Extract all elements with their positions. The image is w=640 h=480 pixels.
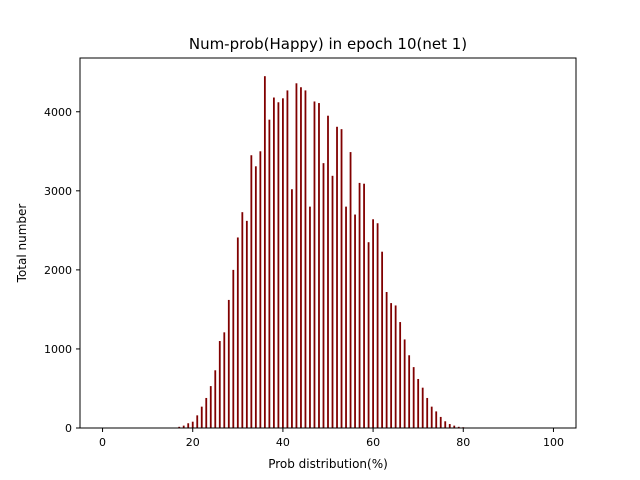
bar (417, 378, 420, 428)
bar (268, 119, 271, 429)
bar (214, 370, 217, 428)
x-axis: 0 20 40 60 80 100 (99, 428, 564, 449)
bar (178, 426, 181, 428)
bar (250, 155, 253, 429)
bar (340, 129, 343, 428)
y-tick-label: 1000 (44, 343, 72, 356)
x-axis-label: Prob distribution(%) (268, 457, 388, 471)
bar (227, 299, 230, 428)
bar (403, 339, 406, 428)
bar (408, 355, 411, 428)
bar (435, 411, 438, 428)
bar (196, 415, 199, 428)
bar (381, 251, 384, 428)
bar (236, 237, 239, 428)
bar (263, 76, 266, 429)
bar (282, 98, 284, 428)
x-tick-label: 40 (276, 436, 290, 449)
bar (272, 97, 275, 428)
bar-series (173, 76, 469, 429)
bar (457, 426, 460, 428)
bar (218, 341, 221, 428)
bar (191, 421, 194, 428)
x-tick-label: 20 (186, 436, 200, 449)
bar (394, 305, 397, 428)
bar (421, 387, 424, 428)
bar (295, 83, 298, 429)
bar (327, 115, 329, 429)
bar (245, 220, 248, 428)
bar (205, 397, 208, 428)
bar (241, 212, 244, 428)
x-tick-label: 0 (99, 436, 106, 449)
bar (304, 90, 307, 428)
bar (363, 183, 365, 428)
bar (430, 406, 433, 428)
bar (209, 386, 212, 428)
bar (322, 163, 325, 428)
bar (345, 206, 347, 428)
x-tick-label: 100 (543, 436, 564, 449)
y-tick-label: 0 (65, 422, 72, 435)
bar (309, 206, 311, 428)
bar (444, 421, 447, 428)
chart-title: Num-prob(Happy) in epoch 10(net 1) (189, 35, 467, 53)
bar (286, 90, 289, 428)
y-tick-label: 2000 (44, 264, 72, 277)
bar (182, 425, 185, 428)
bar (277, 102, 280, 429)
bar (385, 292, 388, 428)
bar (412, 367, 415, 428)
bar (354, 214, 356, 428)
bar (349, 152, 352, 428)
bar (313, 101, 316, 428)
bar (448, 424, 451, 428)
x-tick-label: 80 (456, 436, 470, 449)
bar (390, 303, 393, 428)
bar (232, 269, 235, 428)
bar (254, 166, 257, 428)
bar (259, 151, 262, 429)
bar (399, 322, 402, 428)
bar (187, 423, 190, 428)
bar (426, 397, 429, 428)
y-tick-label: 3000 (44, 185, 72, 198)
bar (358, 182, 361, 428)
y-axis: 0 1000 2000 3000 4000 (44, 106, 80, 435)
x-tick-label: 60 (366, 436, 380, 449)
bar (223, 332, 226, 428)
bar (439, 416, 442, 428)
bar (376, 223, 379, 428)
bar (291, 189, 293, 428)
y-axis-label: Total number (15, 204, 29, 284)
bar (372, 219, 374, 428)
bar (336, 126, 338, 428)
bar (367, 242, 370, 428)
bar (318, 103, 320, 428)
bar (331, 175, 334, 428)
bar (300, 87, 302, 428)
y-tick-label: 4000 (44, 106, 72, 119)
bar (200, 406, 203, 428)
plot-area (79, 57, 577, 429)
bar (453, 425, 456, 428)
